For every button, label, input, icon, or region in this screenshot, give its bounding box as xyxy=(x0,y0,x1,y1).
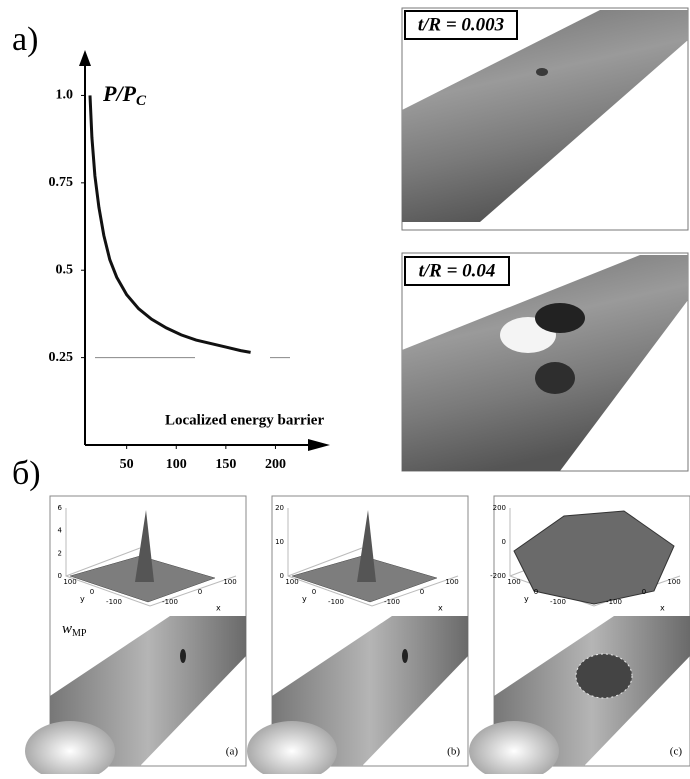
curve xyxy=(90,95,251,352)
y-tick-label: 100 xyxy=(285,578,298,586)
w-text: w xyxy=(62,621,72,637)
shell-image: t/R = 0.04 xyxy=(402,253,688,471)
subpanel-label: (b) xyxy=(447,746,460,758)
x-tick-label: 150 xyxy=(215,457,236,472)
y-arrow xyxy=(79,50,91,66)
dimple xyxy=(576,654,632,698)
y-tick-label: 0 xyxy=(534,588,538,596)
x-tick-label: -100 xyxy=(606,598,622,606)
y-tick-label: 100 xyxy=(63,578,76,586)
y-tick-label: 0.75 xyxy=(49,175,74,190)
subpanel-label: (a) xyxy=(226,746,239,758)
dimple xyxy=(402,649,408,663)
z-tick-label: 6 xyxy=(58,504,63,512)
y-tick-label: -100 xyxy=(106,598,122,606)
axis-letter: y xyxy=(80,595,85,604)
x-arrow xyxy=(308,439,330,451)
y-label-sub: C xyxy=(136,93,147,109)
axis-letter: x xyxy=(216,604,221,613)
axis-letter: x xyxy=(438,604,443,613)
z-tick-label: 20 xyxy=(275,504,284,512)
y-tick-label: 0.25 xyxy=(49,350,74,365)
axis-letter: y xyxy=(524,595,529,604)
y-tick-label: -100 xyxy=(328,598,344,606)
y-axis-label: P/PC xyxy=(102,81,147,109)
y-label-text: P/P xyxy=(102,81,137,106)
x-tick-label: -100 xyxy=(384,598,400,606)
dimple xyxy=(180,649,186,663)
x-tick-label: -100 xyxy=(162,598,178,606)
subpanel-label: (c) xyxy=(670,746,683,758)
x-tick-label: 100 xyxy=(445,578,458,586)
shell-label: t/R = 0.04 xyxy=(419,260,496,281)
x-tick-label: 0 xyxy=(198,588,202,596)
x-tick-label: 0 xyxy=(420,588,424,596)
x-axis-label: Localized energy barrier xyxy=(165,412,324,428)
x-tick-label: 100 xyxy=(667,578,680,586)
panel-label: б) xyxy=(12,455,41,492)
z-tick-label: -200 xyxy=(490,572,506,580)
shell-image: t/R = 0.003 xyxy=(402,8,688,230)
y-tick-label: 0.5 xyxy=(56,262,74,277)
w-sub: MP xyxy=(72,628,87,639)
shell-label: t/R = 0.003 xyxy=(418,14,504,35)
y-tick-label: 0 xyxy=(312,588,316,596)
z-tick-label: 0 xyxy=(280,572,284,580)
z-tick-label: 4 xyxy=(58,527,63,535)
x-tick-label: 0 xyxy=(642,588,646,596)
panel-label: а) xyxy=(12,21,38,58)
y-tick-label: 0 xyxy=(90,588,94,596)
z-tick-label: 0 xyxy=(502,538,506,546)
z-tick-label: 200 xyxy=(493,504,506,512)
y-tick-label: 100 xyxy=(507,578,520,586)
y-tick-label: 1.0 xyxy=(56,88,74,103)
x-tick-label: 200 xyxy=(265,457,286,472)
z-tick-label: 10 xyxy=(275,538,284,546)
axis-letter: x xyxy=(660,604,665,613)
z-tick-label: 2 xyxy=(58,549,62,557)
x-tick-label: 50 xyxy=(120,457,134,472)
y-tick-label: -100 xyxy=(550,598,566,606)
x-tick-label: 100 xyxy=(223,578,236,586)
x-tick-label: 100 xyxy=(166,457,187,472)
axis-letter: y xyxy=(302,595,307,604)
z-tick-label: 0 xyxy=(58,572,62,580)
figure: а) б) t/R = 0.003 t/R = 0.04 1.0 0.75 0.5 0… xyxy=(0,0,690,774)
